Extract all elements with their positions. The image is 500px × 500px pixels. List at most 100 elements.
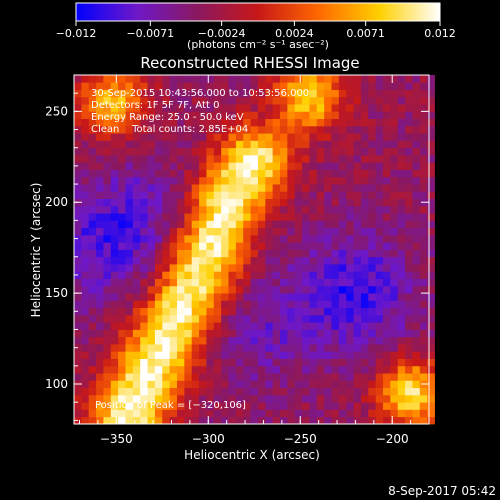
- heatmap-cell: [397, 140, 406, 149]
- heatmap-cell: [383, 169, 391, 178]
- heatmap-cell: [140, 227, 148, 236]
- heatmap-cell: [405, 249, 413, 258]
- heatmap-cell: [177, 380, 185, 389]
- heatmap-cell: [103, 111, 112, 120]
- heatmap-cell: [213, 256, 222, 265]
- heatmap-cell: [118, 329, 126, 338]
- heatmap-cell: [309, 147, 318, 156]
- heatmap-cell: [412, 89, 421, 98]
- heatmap-cell: [132, 89, 141, 98]
- heatmap-cell: [375, 322, 384, 330]
- heatmap-cell: [390, 169, 399, 178]
- heatmap-cell: [360, 402, 369, 410]
- heatmap-cell: [250, 373, 259, 381]
- heatmap-cell: [272, 300, 281, 309]
- heatmap-cell: [390, 75, 399, 83]
- heatmap-cell: [412, 365, 421, 374]
- heatmap-cell: [280, 336, 288, 345]
- heatmap-cell: [125, 300, 134, 309]
- heatmap-cell: [243, 380, 251, 389]
- heatmap-cell: [140, 169, 148, 178]
- heatmap-cell: [294, 198, 303, 207]
- heatmap-cell: [191, 329, 200, 338]
- heatmap-cell: [280, 416, 288, 425]
- heatmap-cell: [360, 191, 369, 199]
- heatmap-cell: [383, 89, 391, 98]
- heatmap-cell: [316, 344, 325, 352]
- colorbar-tick-label: −0.0024: [198, 27, 246, 40]
- heatmap-cell: [331, 264, 340, 272]
- heatmap-cell: [331, 133, 340, 141]
- heatmap-cell: [346, 198, 354, 207]
- heatmap-cell: [368, 387, 377, 396]
- heatmap-cell: [397, 271, 406, 279]
- heatmap-cell: [383, 82, 391, 90]
- heatmap-cell: [302, 322, 310, 330]
- heatmap-cell: [140, 329, 148, 338]
- heatmap-cell: [147, 242, 156, 250]
- heatmap-cell: [397, 147, 406, 156]
- heatmap-cell: [191, 154, 200, 163]
- heatmap-cell: [147, 293, 156, 301]
- heatmap-cell: [96, 125, 104, 134]
- heatmap-cell: [162, 285, 171, 294]
- heatmap-cell: [368, 234, 377, 243]
- heatmap-cell: [360, 336, 369, 345]
- heatmap-cell: [235, 89, 244, 98]
- heatmap-cell: [324, 256, 332, 265]
- heatmap-cell: [331, 227, 340, 236]
- heatmap-cell: [294, 351, 303, 359]
- heatmap-cell: [191, 409, 200, 418]
- heatmap-cell: [206, 111, 215, 120]
- heatmap-cell: [257, 176, 266, 185]
- heatmap-cell: [118, 227, 126, 236]
- heatmap-cell: [228, 344, 237, 352]
- heatmap-cell: [287, 322, 296, 330]
- heatmap-cell: [125, 373, 134, 381]
- heatmap-cell: [360, 285, 369, 294]
- heatmap-cell: [221, 234, 229, 243]
- heatmap-cell: [132, 285, 141, 294]
- heatmap-cell: [346, 278, 354, 287]
- heatmap-cell: [184, 242, 193, 250]
- heatmap-cell: [272, 285, 281, 294]
- heatmap-cell: [316, 169, 325, 178]
- heatmap-cell: [368, 133, 377, 141]
- heatmap-cell: [331, 125, 340, 134]
- heatmap-cell: [272, 162, 281, 170]
- heatmap-cell: [324, 220, 332, 229]
- heatmap-cell: [309, 118, 318, 127]
- heatmap-cell: [427, 373, 435, 381]
- heatmap-cell: [383, 365, 391, 374]
- heatmap-cell: [309, 365, 318, 374]
- heatmap-cell: [265, 96, 274, 105]
- heatmap-cell: [294, 205, 303, 214]
- heatmap-cell: [103, 205, 112, 214]
- heatmap-cell: [265, 300, 274, 309]
- heatmap-cell: [257, 227, 266, 236]
- heatmap-cell: [221, 147, 229, 156]
- heatmap-cell: [390, 89, 399, 98]
- heatmap-cell: [280, 198, 288, 207]
- heatmap-cell: [257, 154, 266, 163]
- heatmap-cell: [169, 264, 178, 272]
- heatmap-cell: [427, 133, 435, 141]
- heatmap-cell: [338, 329, 347, 338]
- heatmap-cell: [331, 140, 340, 149]
- heatmap-cell: [294, 249, 303, 258]
- heatmap-cell: [280, 300, 288, 309]
- heatmap-cell: [88, 322, 97, 330]
- heatmap-cell: [169, 242, 178, 250]
- heatmap-cell: [346, 285, 354, 294]
- heatmap-cell: [206, 271, 215, 279]
- heatmap-cell: [427, 75, 435, 83]
- heatmap-cell: [169, 234, 178, 243]
- heatmap-cell: [169, 118, 178, 127]
- heatmap-cell: [118, 278, 126, 287]
- heatmap-cell: [132, 82, 141, 90]
- heatmap-cell: [118, 300, 126, 309]
- heatmap-cell: [132, 387, 141, 396]
- heatmap-cell: [191, 365, 200, 374]
- heatmap-cell: [88, 75, 97, 83]
- heatmap-cell: [412, 154, 421, 163]
